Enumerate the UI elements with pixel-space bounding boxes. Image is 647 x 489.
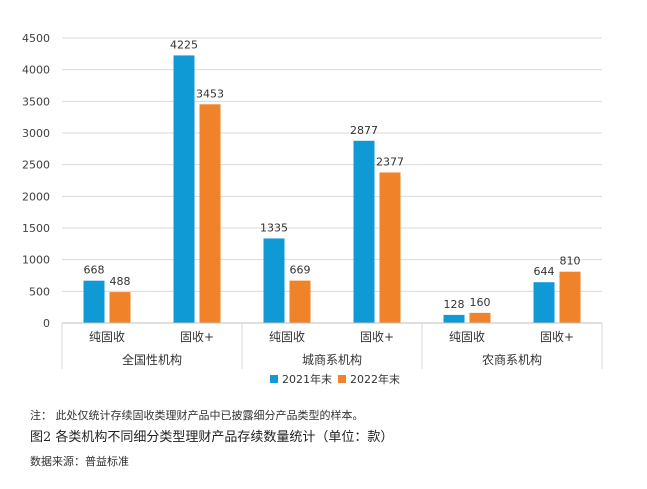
data-label: 2877 [350, 124, 378, 137]
bar [263, 238, 285, 323]
category-label: 纯固收 [89, 330, 125, 344]
footnote: 注： 此处仅统计存续固收类理财产品中已披露细分产品类型的样本。 [30, 409, 364, 422]
y-tick-label: 1000 [22, 254, 50, 267]
data-label: 668 [84, 264, 105, 277]
legend-label: 2021年末 [282, 372, 332, 386]
data-label: 488 [110, 275, 131, 288]
y-tick-label: 4500 [22, 32, 50, 45]
data-label: 128 [444, 298, 465, 311]
y-tick-label: 1500 [22, 222, 50, 235]
x-axis: 纯固收 固收+ 全国性机构 纯固收 固收+ 城商系机构 纯固收 固收+ 农商系机构 [61, 322, 603, 369]
category-label: 固收+ [360, 330, 394, 344]
legend-swatch [270, 375, 278, 383]
bar [353, 140, 375, 323]
data-label: 160 [470, 296, 491, 309]
legend-swatch [338, 375, 346, 383]
y-tick-label: 3000 [22, 127, 50, 140]
figure-caption: 图2 各类机构不同细分类型理财产品存续数量统计（单位：款） [30, 430, 394, 445]
bars [83, 55, 581, 324]
data-label: 2377 [376, 155, 404, 168]
group-label: 城商系机构 [302, 352, 362, 367]
y-axis-ticks: 0 500 1000 1500 2000 2500 3000 3500 4000 4500 [22, 32, 50, 330]
data-label: 4225 [170, 38, 198, 51]
bar-chart: 0 500 1000 1500 2000 2500 3000 3500 4000 4500 668… [22, 32, 603, 386]
y-tick-label: 0 [43, 317, 50, 330]
group-label: 全国性机构 [122, 352, 182, 367]
bar [469, 312, 491, 323]
y-tick-label: 2500 [22, 159, 50, 172]
bar [559, 271, 581, 323]
y-tick-label: 500 [29, 285, 50, 298]
y-tick-label: 2000 [22, 190, 50, 203]
data-label: 644 [534, 265, 555, 278]
bar [199, 104, 221, 323]
y-tick-label: 3500 [22, 95, 50, 108]
category-label: 固收+ [180, 330, 214, 344]
bar [109, 292, 131, 323]
bar [173, 55, 195, 324]
bar [289, 280, 311, 323]
data-label: 669 [290, 264, 311, 277]
group-label: 农商系机构 [482, 352, 542, 367]
category-label: 纯固收 [269, 330, 305, 344]
legend-label: 2022年末 [350, 372, 400, 386]
data-labels: 668 488 4225 3453 1335 669 2877 2377 128 160 644 81… [84, 38, 581, 310]
bar [533, 282, 555, 323]
y-tick-label: 4000 [22, 64, 50, 77]
data-label: 3453 [196, 87, 224, 100]
data-source: 数据来源：普益标准 [30, 455, 129, 468]
category-label: 纯固收 [449, 330, 485, 344]
bar [83, 280, 105, 323]
data-label: 810 [560, 255, 581, 268]
category-label: 固收+ [540, 330, 574, 344]
legend: 2021年末 2022年末 [270, 372, 400, 386]
gridlines [62, 37, 602, 292]
bar [443, 314, 465, 323]
bar [379, 172, 401, 323]
data-label: 1335 [260, 221, 288, 234]
